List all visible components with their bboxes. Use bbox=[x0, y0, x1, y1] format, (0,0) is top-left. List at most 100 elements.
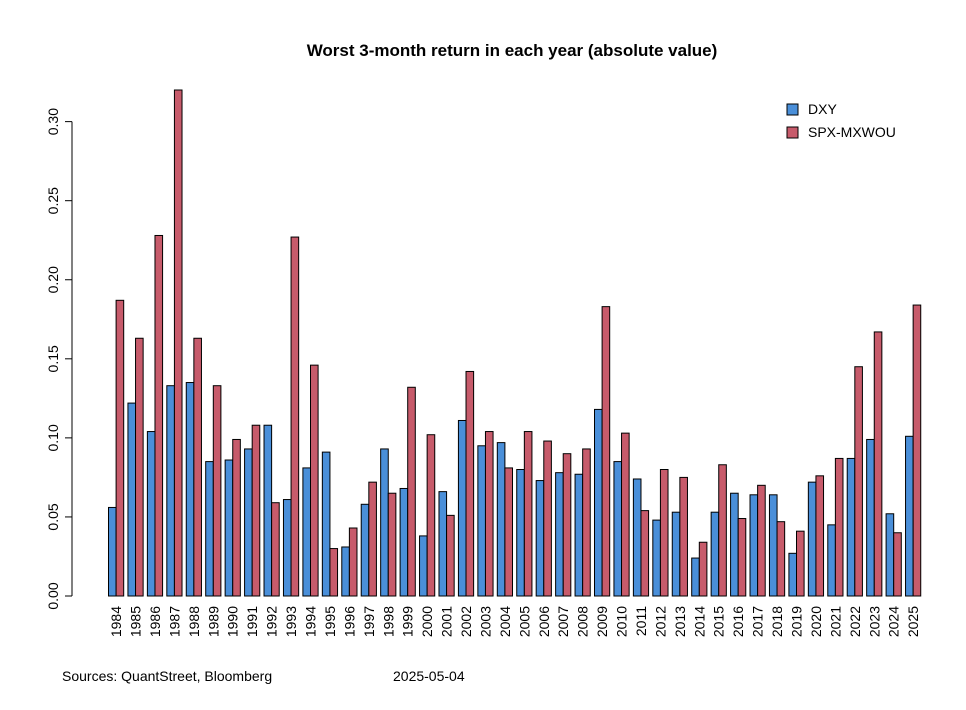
bar-dxy-2004 bbox=[496, 442, 506, 597]
bar-spx-mxwou-2004 bbox=[504, 467, 513, 597]
bar-spx-mxwou-2010 bbox=[621, 432, 630, 597]
x-tick-label: 1984 bbox=[108, 606, 124, 637]
bar-dxy-1997 bbox=[360, 503, 370, 597]
bar-spx-mxwou-1996 bbox=[348, 527, 358, 597]
bar-spx-mxwou-1998 bbox=[387, 492, 397, 597]
bar-spx-mxwou-1988 bbox=[193, 337, 202, 597]
bar-dxy-1988 bbox=[185, 382, 195, 597]
x-tick-label: 1996 bbox=[341, 606, 357, 637]
bar-spx-mxwou-2011 bbox=[640, 510, 650, 597]
x-tick-label: 2017 bbox=[750, 606, 766, 637]
x-tick-label: 2003 bbox=[477, 606, 493, 637]
bar-dxy-2021 bbox=[827, 524, 836, 597]
bar-dxy-1996 bbox=[341, 546, 350, 597]
bar-spx-mxwou-2023 bbox=[873, 331, 883, 597]
bar-dxy-2016 bbox=[730, 492, 739, 597]
bar-dxy-2010 bbox=[613, 461, 623, 597]
bar-spx-mxwou-1986 bbox=[154, 234, 164, 597]
bar-spx-mxwou-1989 bbox=[212, 385, 222, 597]
bar-spx-mxwou-2006 bbox=[543, 440, 552, 597]
x-tick-label: 2022 bbox=[847, 606, 863, 637]
bar-spx-mxwou-2025 bbox=[912, 304, 922, 597]
y-tick-label: 0.25 bbox=[45, 187, 61, 214]
bar-spx-mxwou-2013 bbox=[679, 476, 688, 597]
bar-spx-mxwou-2003 bbox=[484, 431, 494, 597]
x-tick-label: 1987 bbox=[166, 606, 182, 637]
x-tick-label: 2015 bbox=[711, 606, 727, 637]
x-tick-label: 1986 bbox=[147, 606, 163, 637]
x-tick-label: 2025 bbox=[905, 606, 921, 637]
bar-dxy-2024 bbox=[885, 513, 895, 597]
x-tick-label: 2005 bbox=[516, 606, 532, 637]
x-tick-label: 2014 bbox=[691, 606, 707, 637]
legend-swatch-spx-mxwou bbox=[786, 126, 799, 139]
bar-dxy-2020 bbox=[807, 481, 817, 597]
bar-spx-mxwou-2000 bbox=[426, 434, 436, 597]
bar-spx-mxwou-1984 bbox=[115, 299, 125, 597]
y-tick-label: 0.05 bbox=[45, 503, 61, 530]
x-tick-label: 1991 bbox=[244, 606, 260, 637]
bar-spx-mxwou-2021 bbox=[834, 457, 844, 597]
bar-dxy-2005 bbox=[516, 469, 525, 597]
bar-spx-mxwou-2012 bbox=[659, 469, 669, 597]
x-tick-label: 1993 bbox=[283, 606, 299, 637]
bar-spx-mxwou-2024 bbox=[893, 532, 902, 597]
bar-dxy-2015 bbox=[710, 511, 720, 597]
bar-spx-mxwou-2016 bbox=[737, 518, 747, 597]
legend-label-spx-mxwou: SPX-MXWOU bbox=[808, 124, 896, 140]
x-tick-label: 2023 bbox=[866, 606, 882, 637]
bar-spx-mxwou-2014 bbox=[698, 541, 708, 597]
x-tick-label: 2016 bbox=[730, 606, 746, 637]
bar-spx-mxwou-1999 bbox=[407, 386, 416, 597]
chart-title: Worst 3-month return in each year (absol… bbox=[307, 41, 718, 60]
bar-dxy-1991 bbox=[244, 448, 253, 597]
bar-dxy-2025 bbox=[905, 435, 914, 597]
bar-spx-mxwou-1992 bbox=[271, 502, 280, 597]
bar-spx-mxwou-2019 bbox=[796, 530, 805, 597]
bar-dxy-2013 bbox=[671, 511, 681, 597]
bar-dxy-1995 bbox=[321, 451, 331, 597]
bar-spx-mxwou-1997 bbox=[368, 481, 377, 597]
chart-date: 2025-05-04 bbox=[393, 668, 465, 684]
bar-spx-mxwou-2008 bbox=[582, 448, 591, 597]
y-axis: 0.00 0.05 0.10 0.15 0.20 0.25 0.30 bbox=[45, 108, 73, 610]
bar-dxy-2022 bbox=[846, 457, 856, 597]
y-tick-label: 0.15 bbox=[45, 345, 61, 372]
x-tick-label: 2024 bbox=[886, 606, 902, 637]
bar-dxy-2019 bbox=[788, 552, 798, 597]
y-tick-label: 0.20 bbox=[45, 266, 61, 293]
x-tick-label: 2009 bbox=[594, 606, 610, 637]
bar-dxy-2023 bbox=[866, 438, 875, 597]
x-tick-label: 2001 bbox=[439, 606, 455, 637]
bar-spx-mxwou-2015 bbox=[718, 464, 727, 597]
x-tick-label: 1998 bbox=[380, 606, 396, 637]
y-tick-label: 0.30 bbox=[45, 108, 61, 135]
x-tick-label: 2004 bbox=[497, 606, 513, 637]
bar-dxy-2001 bbox=[438, 491, 448, 597]
x-tick-label: 2011 bbox=[633, 606, 649, 636]
bar-dxy-2009 bbox=[594, 408, 603, 597]
y-tick-label: 0.10 bbox=[45, 424, 61, 451]
bar-dxy-2011 bbox=[632, 478, 642, 597]
x-tick-label: 2007 bbox=[555, 606, 571, 637]
bar-spx-mxwou-2007 bbox=[562, 453, 572, 597]
x-tick-label: 2002 bbox=[458, 606, 474, 637]
bar-spx-mxwou-2002 bbox=[465, 370, 475, 597]
x-axis-labels: 1984 1985 1986 1987 1988 1989 1990 1991 1992 1993… bbox=[108, 606, 921, 637]
bar-dxy-1984 bbox=[108, 506, 117, 597]
legend-swatch-dxy bbox=[786, 103, 799, 116]
bar-chart: Worst 3-month return in each year (absol… bbox=[45, 41, 922, 637]
x-tick-label: 1985 bbox=[128, 606, 144, 637]
x-tick-label: 1988 bbox=[186, 606, 202, 637]
bar-dxy-1993 bbox=[282, 499, 292, 597]
bar-dxy-2014 bbox=[691, 557, 700, 597]
bars bbox=[108, 89, 922, 597]
bar-dxy-2012 bbox=[652, 519, 661, 597]
bar-spx-mxwou-2018 bbox=[776, 521, 786, 597]
bar-spx-mxwou-2020 bbox=[815, 475, 825, 597]
legend: DXY SPX-MXWOU bbox=[786, 101, 896, 140]
bar-spx-mxwou-1994 bbox=[310, 364, 319, 597]
x-tick-label: 1997 bbox=[361, 606, 377, 637]
bar-spx-mxwou-2009 bbox=[601, 306, 611, 597]
bar-spx-mxwou-1987 bbox=[173, 89, 183, 597]
